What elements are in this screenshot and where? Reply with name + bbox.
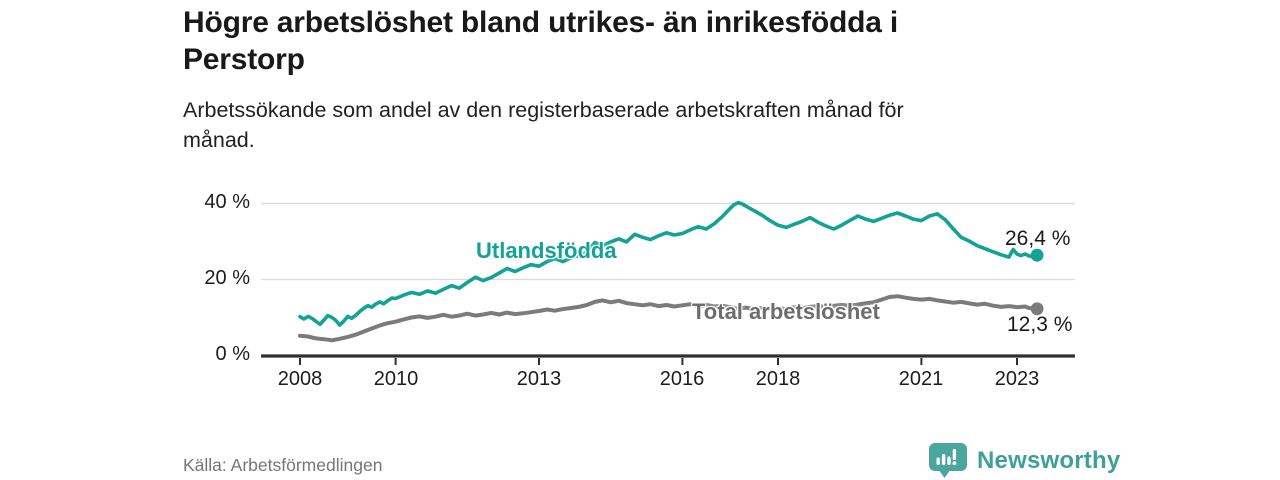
source-attribution: Källa: Arbetsförmedlingen bbox=[183, 455, 383, 475]
newsworthy-logo-text: Newsworthy bbox=[977, 446, 1121, 474]
chart-title-line-2: Perstorp bbox=[183, 43, 305, 76]
chart-subtitle-line-1: Arbetssökande som andel av den registerb… bbox=[183, 98, 904, 122]
series-end-dot-total bbox=[1030, 302, 1044, 316]
series-end-dot-utlandsfodda bbox=[1030, 248, 1044, 262]
chart-subtitle-line-2: månad. bbox=[183, 128, 255, 152]
series-line-total bbox=[298, 294, 1040, 343]
chart-title-line-1: Högre arbetslöshet bland utrikes- än inr… bbox=[183, 6, 898, 39]
end-value-label-total: 12,3 % bbox=[1007, 313, 1073, 336]
series-label-total-arbetsloshet: Total arbetslöshet bbox=[692, 299, 880, 324]
series-label-utlandsfodda: Utlandsfödda bbox=[476, 238, 617, 263]
newsworthy-logo[interactable]: Newsworthy bbox=[928, 442, 1120, 479]
series-line-utlandsfodda bbox=[298, 200, 1039, 327]
chart-subtitle: Arbetssökande som andel av den registerb… bbox=[183, 95, 1063, 155]
newsworthy-bubble-chart-icon bbox=[928, 442, 968, 479]
end-value-label-utlandsfodda: 26,4 % bbox=[1005, 227, 1071, 250]
chart-title: Högre arbetslöshet bland utrikes- än inr… bbox=[183, 4, 1103, 78]
